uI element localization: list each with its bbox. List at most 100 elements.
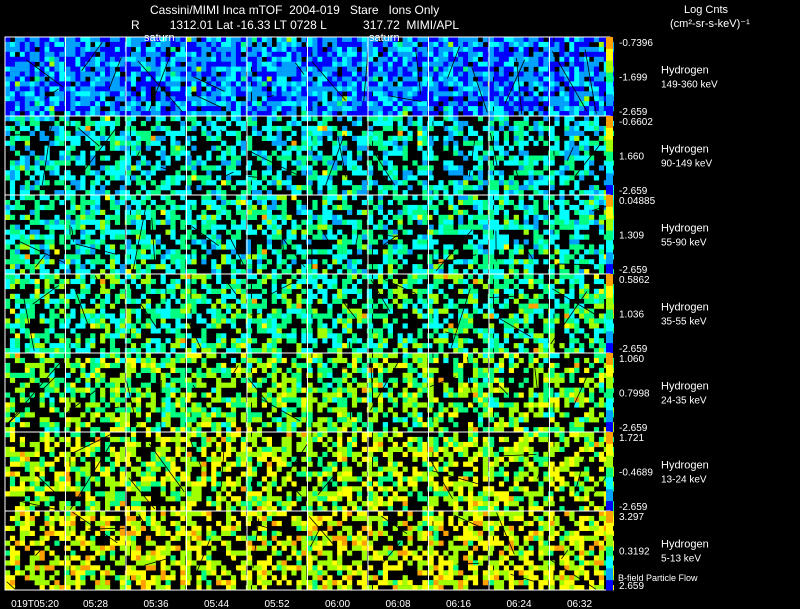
x-tick-label: 06:00 [325, 599, 350, 609]
image-panel [5, 353, 70, 433]
image-panel [549, 274, 614, 354]
image-panel [368, 432, 433, 512]
colorbar-min-label: 2.659 [619, 581, 644, 592]
x-tick-label: 05:28 [83, 599, 108, 609]
image-panel [65, 116, 130, 196]
image-panel [5, 116, 70, 196]
image-panel [186, 432, 251, 512]
image-panel [126, 116, 191, 196]
image-panel [368, 511, 433, 591]
image-panel [489, 37, 554, 117]
image-panel [428, 37, 493, 117]
plot-title: Cassini/MIMI Inca mTOF 2004-019 Stare Io… [150, 3, 440, 17]
image-panel [307, 37, 372, 117]
image-panel [368, 37, 433, 117]
image-panel [186, 116, 251, 196]
lt-value: 0728 [290, 18, 317, 32]
image-panel [126, 195, 191, 275]
l-value: 317.72 [363, 18, 400, 32]
l-label: L [320, 18, 327, 32]
image-panel [186, 353, 251, 433]
colorbar-min-label: -2.659 [619, 186, 648, 197]
colorbar-mid-label: 1.660 [619, 152, 644, 163]
image-panel [549, 511, 614, 591]
image-panel [65, 274, 130, 354]
saturn-label: saturn [369, 32, 400, 44]
image-panel [428, 274, 493, 354]
lat-value: -16.33 [236, 18, 271, 32]
image-panel [186, 37, 251, 117]
image-panel [247, 353, 312, 433]
x-tick-label: 06:08 [385, 599, 410, 609]
x-tick-label: 05:36 [143, 599, 168, 609]
image-panel [126, 511, 191, 591]
lt-label: LT [273, 18, 287, 32]
image-panel [65, 511, 130, 591]
footer-note: B-field Particle Flow [618, 573, 698, 583]
image-panel [5, 511, 70, 591]
colorbar-mid-label: -1.699 [619, 73, 648, 84]
image-panel [186, 195, 251, 275]
colorbar-mid-label: 1.036 [619, 310, 644, 321]
species-label: Hydrogen [661, 65, 709, 77]
energy-label: 24-35 keV [661, 396, 707, 407]
image-panel [307, 511, 372, 591]
image-panel [5, 432, 70, 512]
image-panel [489, 353, 554, 433]
colorbar-max-label: 1.060 [619, 354, 644, 365]
image-panel [549, 116, 614, 196]
colorbar-title: Log Cnts [684, 4, 729, 16]
image-panel [247, 116, 312, 196]
image-panel [307, 116, 372, 196]
colorbar-mid-label: -0.4689 [619, 468, 653, 479]
image-panel [247, 511, 312, 591]
image-panel [428, 511, 493, 591]
image-panel [126, 432, 191, 512]
image-panel [126, 37, 191, 117]
colorbar-max-label: 0.5862 [619, 275, 650, 286]
image-panel [428, 432, 493, 512]
energy-label: 5-13 keV [661, 554, 701, 565]
species-label: Hydrogen [661, 460, 709, 472]
image-panel [5, 274, 70, 354]
colorbar-max-label: -0.7396 [619, 38, 653, 49]
colorbar-max-label: 3.297 [619, 512, 644, 523]
colorbar [606, 432, 613, 512]
energy-label: 13-24 keV [661, 475, 707, 486]
image-panel [368, 353, 433, 433]
image-panel [247, 274, 312, 354]
image-panel [489, 116, 554, 196]
x-tick-label: 019T05:20 [11, 599, 59, 609]
species-label: Hydrogen [661, 144, 709, 156]
colorbar-mid-label: 1.309 [619, 231, 644, 242]
colorbar [606, 353, 613, 433]
colorbar-min-label: -2.659 [619, 344, 648, 355]
image-panel [307, 353, 372, 433]
colorbar-mid-label: 0.3192 [619, 547, 650, 558]
colorbar-min-label: -2.659 [619, 502, 648, 513]
image-panel [5, 195, 70, 275]
image-panel [307, 432, 372, 512]
lat-label: Lat [216, 18, 234, 32]
energy-label: 55-90 keV [661, 238, 707, 249]
image-panel [65, 195, 130, 275]
colorbar-max-label: 0.04885 [619, 196, 656, 207]
colorbar-units: (cm²-sr-s-keV)⁻¹ [670, 18, 750, 30]
image-panel [428, 353, 493, 433]
image-panel [65, 353, 130, 433]
image-panel [549, 195, 614, 275]
species-label: Hydrogen [661, 381, 709, 393]
species-label: Hydrogen [661, 223, 709, 235]
r-value: 1312.01 [169, 18, 214, 32]
image-panel [489, 511, 554, 591]
image-panel [489, 195, 554, 275]
image-panel [307, 195, 372, 275]
image-panel [489, 432, 554, 512]
image-panel [368, 116, 433, 196]
position-info: R 1312.01 Lat -16.33 LT 0728 L 317.72 MI… [131, 18, 459, 32]
colorbar-mid-label: 0.7998 [619, 389, 650, 400]
image-panel [65, 37, 130, 117]
saturn-label: saturn [144, 32, 175, 44]
image-panel [549, 353, 614, 433]
image-panel [247, 432, 312, 512]
